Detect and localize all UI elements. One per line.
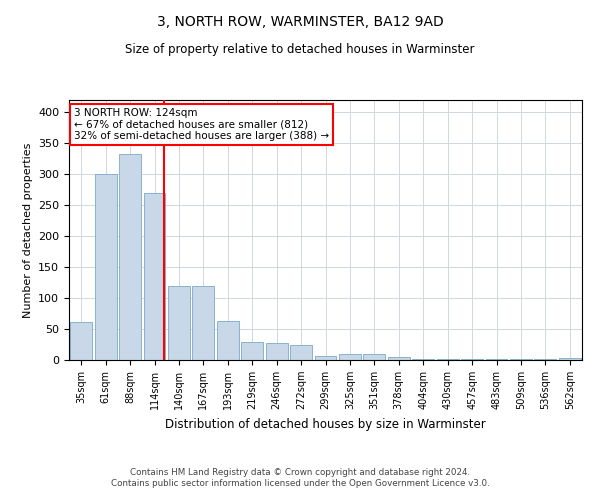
Text: Contains HM Land Registry data © Crown copyright and database right 2024.
Contai: Contains HM Land Registry data © Crown c… bbox=[110, 468, 490, 487]
Bar bbox=[290, 345, 312, 360]
Bar bbox=[95, 174, 116, 360]
Bar bbox=[388, 357, 410, 360]
Text: 3 NORTH ROW: 124sqm
← 67% of detached houses are smaller (812)
32% of semi-detac: 3 NORTH ROW: 124sqm ← 67% of detached ho… bbox=[74, 108, 329, 141]
Bar bbox=[193, 286, 214, 360]
Text: 3, NORTH ROW, WARMINSTER, BA12 9AD: 3, NORTH ROW, WARMINSTER, BA12 9AD bbox=[157, 15, 443, 29]
Bar bbox=[168, 286, 190, 360]
Bar bbox=[535, 359, 556, 360]
Bar bbox=[143, 193, 166, 360]
Bar bbox=[559, 358, 581, 360]
Bar bbox=[510, 359, 532, 360]
Y-axis label: Number of detached properties: Number of detached properties bbox=[23, 142, 32, 318]
Bar bbox=[217, 321, 239, 360]
Bar bbox=[241, 342, 263, 360]
Bar bbox=[70, 322, 92, 360]
X-axis label: Distribution of detached houses by size in Warminster: Distribution of detached houses by size … bbox=[165, 418, 486, 430]
Bar bbox=[119, 154, 141, 360]
Bar bbox=[339, 354, 361, 360]
Bar bbox=[437, 359, 458, 360]
Bar bbox=[485, 359, 508, 360]
Bar bbox=[314, 356, 337, 360]
Bar bbox=[461, 359, 483, 360]
Bar bbox=[364, 354, 385, 360]
Bar bbox=[412, 359, 434, 360]
Bar bbox=[266, 342, 287, 360]
Text: Size of property relative to detached houses in Warminster: Size of property relative to detached ho… bbox=[125, 42, 475, 56]
